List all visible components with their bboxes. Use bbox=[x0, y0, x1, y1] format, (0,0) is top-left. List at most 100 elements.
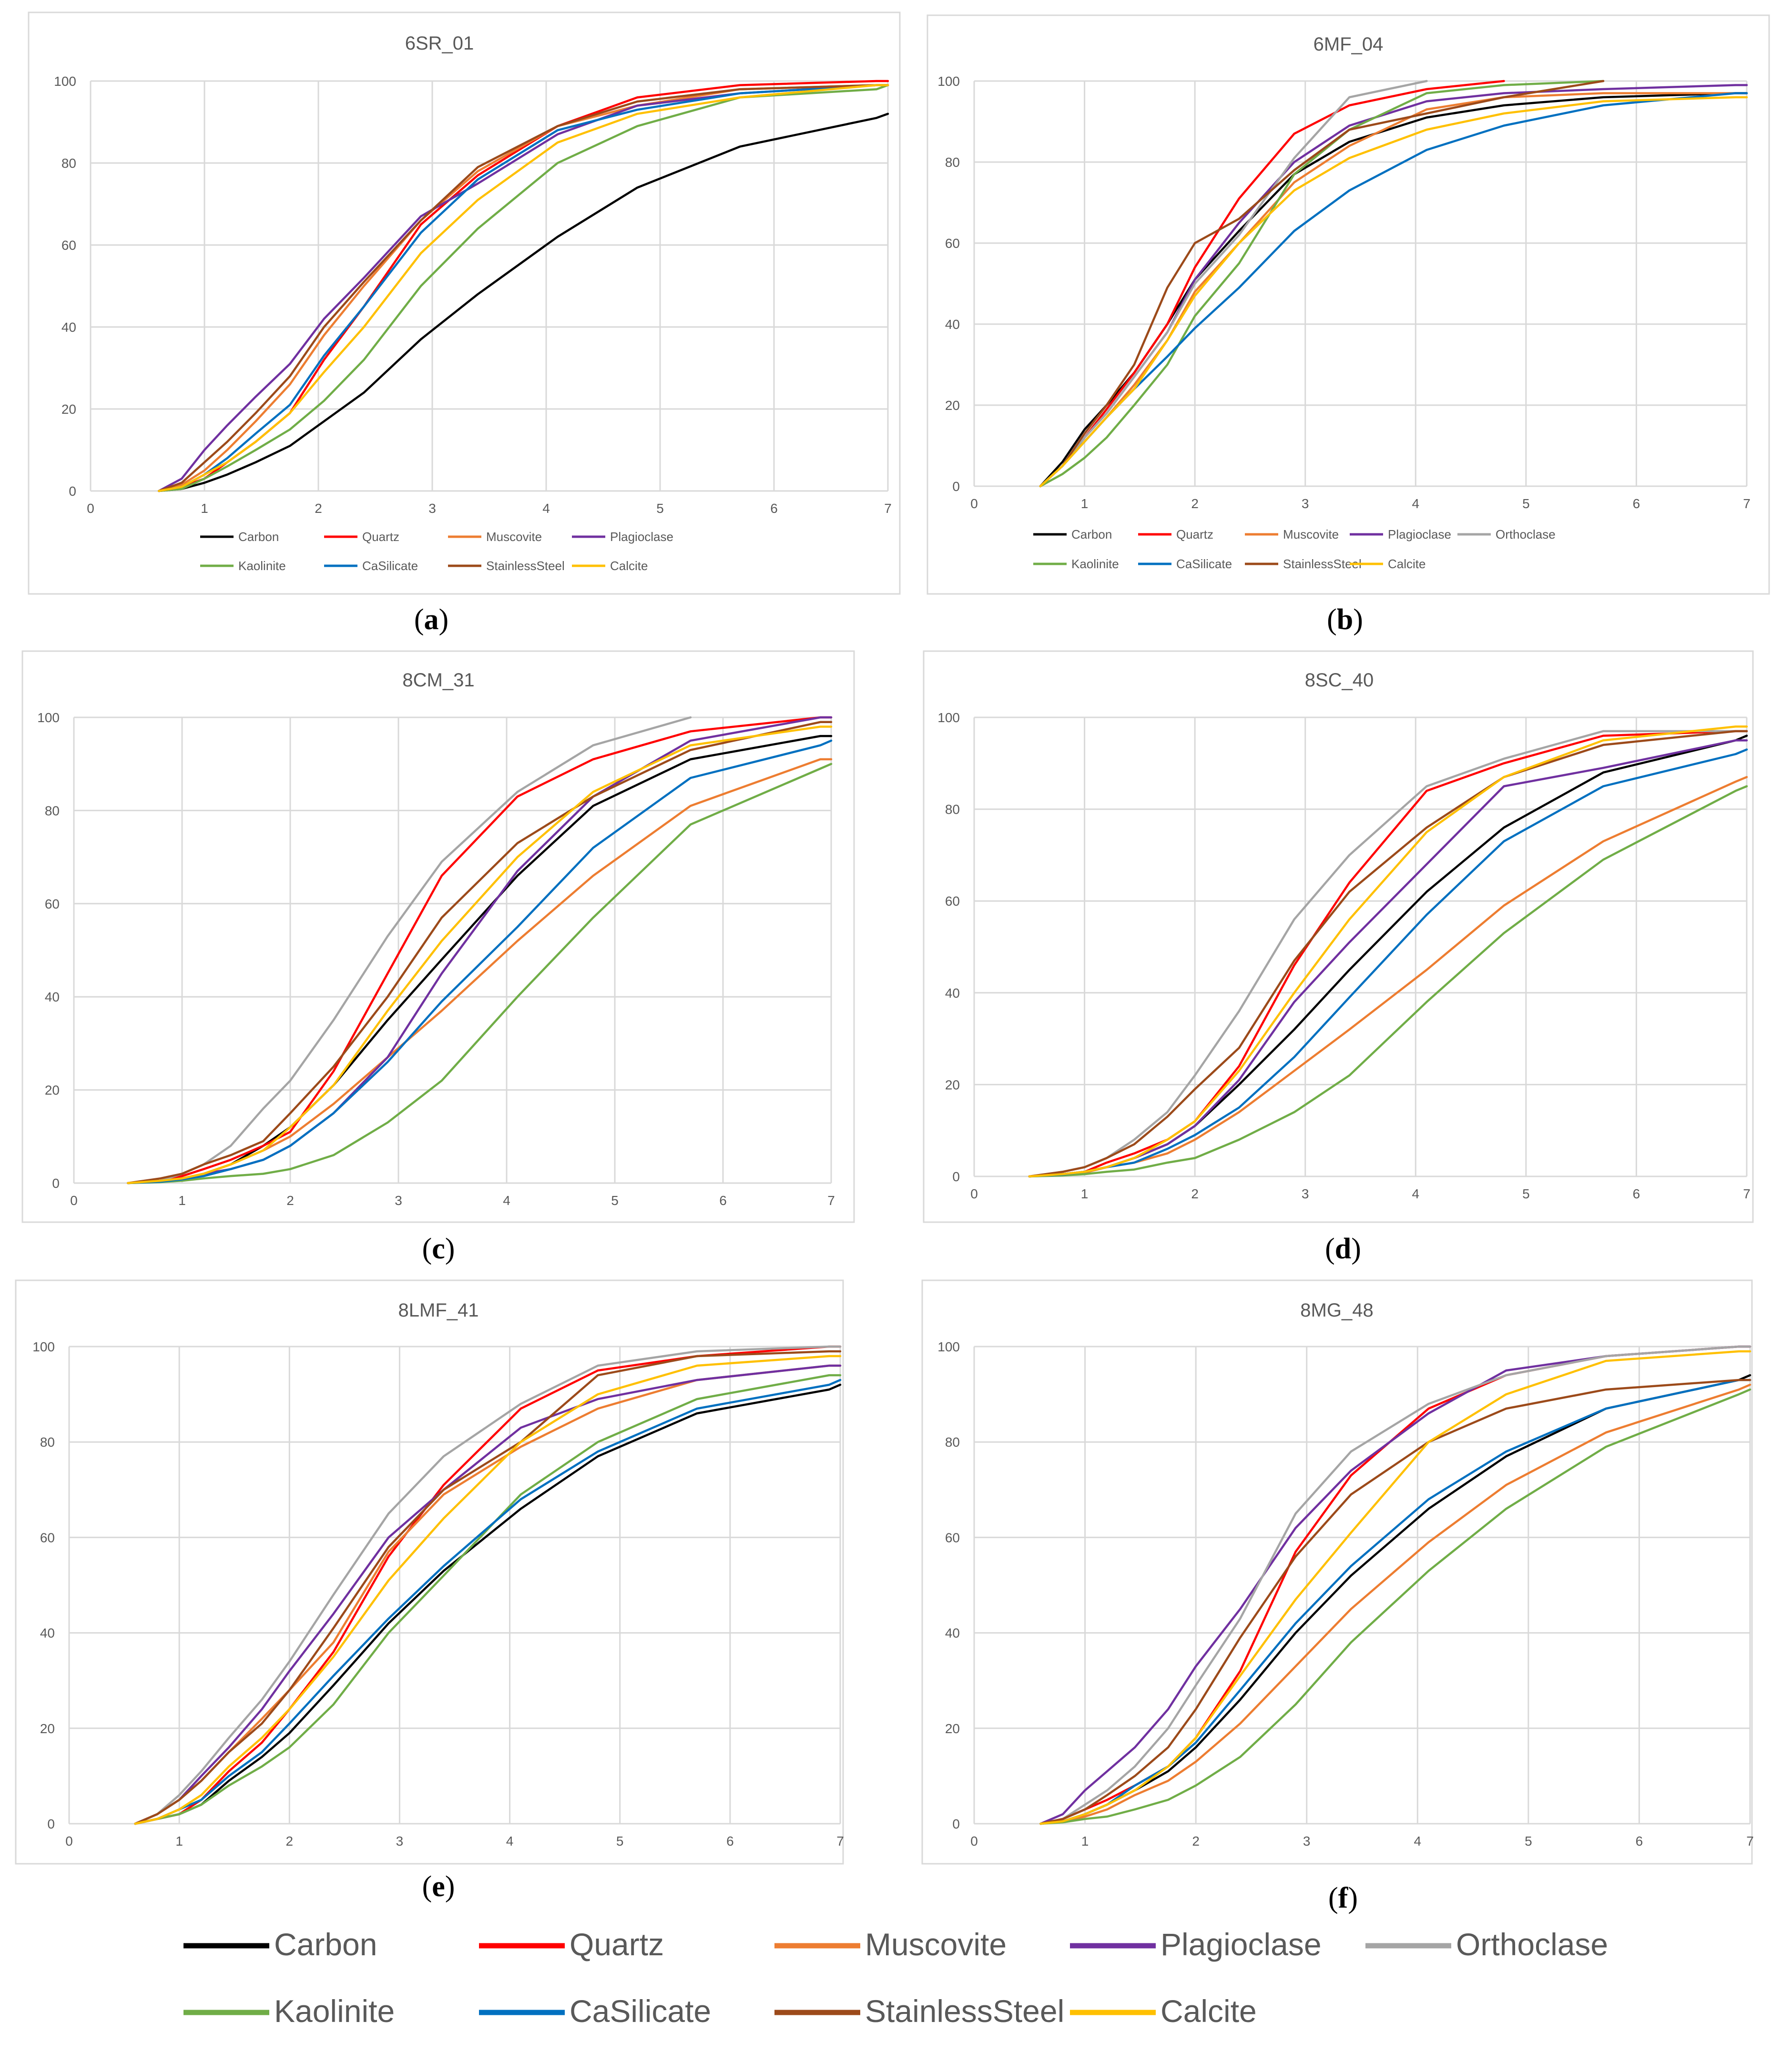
legend-label-muscovite: Muscovite bbox=[1283, 527, 1339, 541]
chart-f: 0 1 2 3 4 5 6 7 0 20 40 60 80 100 bbox=[937, 1339, 1754, 1849]
svg-text:(c): (c) bbox=[422, 1233, 455, 1265]
y-tick-label: 20 bbox=[45, 1083, 60, 1098]
x-tick-label: 4 bbox=[542, 501, 550, 516]
x-tick-label: 0 bbox=[65, 1834, 73, 1849]
series-line-kaolinite bbox=[127, 763, 833, 1185]
legend-label-casilicate: CaSilicate bbox=[1176, 557, 1232, 571]
y-tick-label: 60 bbox=[40, 1530, 55, 1545]
series-line-casilicate bbox=[158, 84, 889, 492]
series-line-orthoclase bbox=[1039, 80, 1428, 488]
legend-label-carbon: Carbon bbox=[238, 530, 279, 544]
x-tick-label: 5 bbox=[611, 1193, 619, 1208]
chart-a: 0 1 2 3 4 5 6 7 0 20 40 60 80 100 Carbon Quartz Muscovit… bbox=[54, 74, 892, 573]
y-tick-label: 20 bbox=[945, 1721, 960, 1736]
series-line-casilicate bbox=[134, 1379, 842, 1825]
y-tick-label: 60 bbox=[61, 238, 76, 253]
series-line-kaolinite bbox=[1039, 1388, 1751, 1825]
y-tick-label: 20 bbox=[40, 1721, 55, 1736]
legend-label-quartz: Quartz bbox=[362, 530, 399, 544]
shared-legend-label-calcite: Calcite bbox=[1161, 1993, 1257, 2029]
x-tick-label: 3 bbox=[396, 1834, 404, 1849]
y-tick-label: 0 bbox=[47, 1817, 55, 1831]
series-line-orthoclase bbox=[1039, 1345, 1751, 1825]
x-tick-label: 5 bbox=[616, 1834, 624, 1849]
legend-label-muscovite: Muscovite bbox=[486, 530, 542, 544]
x-tick-label: 0 bbox=[87, 501, 94, 516]
panel-e-frame bbox=[15, 1279, 844, 1865]
y-tick-label: 80 bbox=[945, 1435, 960, 1450]
series-line-calcite bbox=[134, 1355, 842, 1825]
x-tick-label: 0 bbox=[970, 1186, 978, 1201]
panel-label-d: (d) bbox=[1325, 1233, 1361, 1265]
panel-c-frame bbox=[21, 650, 855, 1223]
panel-d-frame bbox=[923, 650, 1754, 1223]
x-tick-label: 1 bbox=[175, 1834, 183, 1849]
shared-legend-label-plagioclase: Plagioclase bbox=[1161, 1927, 1322, 1962]
legend-label-calcite: Calcite bbox=[1388, 557, 1425, 571]
x-tick-label: 6 bbox=[719, 1193, 727, 1208]
legend-label-stainlesssteel: StainlessSteel bbox=[486, 559, 565, 573]
legend-label-stainlesssteel: StainlessSteel bbox=[1283, 557, 1362, 571]
series-line-kaolinite bbox=[134, 1374, 842, 1825]
x-tick-label: 6 bbox=[770, 501, 778, 516]
series-line-calcite bbox=[1039, 1350, 1751, 1825]
shared-legend-label-carbon: Carbon bbox=[274, 1927, 377, 1962]
series-line-calcite bbox=[1028, 725, 1748, 1178]
y-tick-label: 40 bbox=[61, 320, 76, 335]
x-tick-label: 0 bbox=[70, 1193, 78, 1208]
series-line-muscovite bbox=[1039, 1383, 1751, 1825]
legend-label-calcite: Calcite bbox=[610, 559, 648, 573]
legend-label-kaolinite: Kaolinite bbox=[238, 559, 286, 573]
series-line-kaolinite bbox=[1028, 785, 1748, 1178]
y-tick-label: 20 bbox=[945, 398, 960, 413]
y-tick-label: 20 bbox=[945, 1077, 960, 1092]
chart-e: 0 1 2 3 4 5 6 7 0 20 40 60 80 100 bbox=[32, 1339, 844, 1849]
panel-label-c: (c) bbox=[422, 1233, 455, 1265]
y-tick-label: 100 bbox=[54, 74, 76, 89]
shared-legend-label-kaolinite: Kaolinite bbox=[274, 1993, 395, 2029]
panel-label-f: (f) bbox=[1328, 1882, 1358, 1914]
x-tick-label: 1 bbox=[178, 1193, 186, 1208]
legend-label-casilicate: CaSilicate bbox=[362, 559, 418, 573]
legend-label-quartz: Quartz bbox=[1176, 527, 1213, 541]
x-tick-label: 7 bbox=[1743, 1186, 1751, 1201]
chart-title-d: 8SC_40 bbox=[1305, 670, 1374, 691]
x-tick-label: 0 bbox=[970, 496, 978, 511]
y-tick-label: 40 bbox=[945, 986, 960, 1001]
panel-label-e: (e) bbox=[422, 1870, 455, 1903]
panel-label-b: (b) bbox=[1327, 603, 1363, 636]
chart-c: 0 1 2 3 4 5 6 7 0 20 40 60 80 100 bbox=[37, 710, 835, 1208]
svg-text:(b): (b) bbox=[1327, 603, 1363, 636]
series-line-muscovite bbox=[158, 84, 889, 492]
y-tick-label: 40 bbox=[945, 1626, 960, 1641]
series-line-plagioclase bbox=[158, 84, 889, 492]
x-tick-label: 7 bbox=[884, 501, 892, 516]
y-tick-label: 100 bbox=[937, 74, 960, 89]
series-line-calcite bbox=[158, 84, 889, 492]
series-line-orthoclase bbox=[134, 1345, 842, 1825]
y-tick-label: 0 bbox=[952, 1169, 960, 1184]
series-line-kaolinite bbox=[158, 84, 889, 492]
chart-b: 0 1 2 3 4 5 6 7 0 20 40 60 80 100 Carbon Quartz Muscovit… bbox=[937, 74, 1751, 571]
chart-d: 0 1 2 3 4 5 6 7 0 20 40 60 80 100 bbox=[937, 710, 1751, 1201]
legend-label-orthoclase: Orthoclase bbox=[1496, 527, 1556, 541]
y-tick-label: 40 bbox=[45, 990, 60, 1004]
x-tick-label: 3 bbox=[395, 1193, 402, 1208]
legend-label-plagioclase: Plagioclase bbox=[1388, 527, 1451, 541]
chart-title-a: 6SR_01 bbox=[405, 33, 474, 54]
series-line-stainlesssteel bbox=[127, 721, 833, 1185]
x-tick-label: 7 bbox=[836, 1834, 844, 1849]
y-tick-label: 100 bbox=[937, 710, 960, 725]
x-tick-label: 0 bbox=[970, 1834, 978, 1849]
panel-a-frame bbox=[28, 11, 901, 595]
panel-b-frame bbox=[927, 14, 1770, 595]
series-line-calcite bbox=[127, 725, 833, 1185]
x-tick-label: 3 bbox=[1303, 1834, 1311, 1849]
x-tick-label: 1 bbox=[1081, 496, 1089, 511]
series-line-stainlesssteel bbox=[158, 84, 889, 492]
y-tick-label: 80 bbox=[945, 155, 960, 170]
chart-title-f: 8MG_48 bbox=[1300, 1300, 1373, 1321]
chart-title-e: 8LMF_41 bbox=[398, 1300, 479, 1321]
x-tick-label: 6 bbox=[1636, 1834, 1643, 1849]
